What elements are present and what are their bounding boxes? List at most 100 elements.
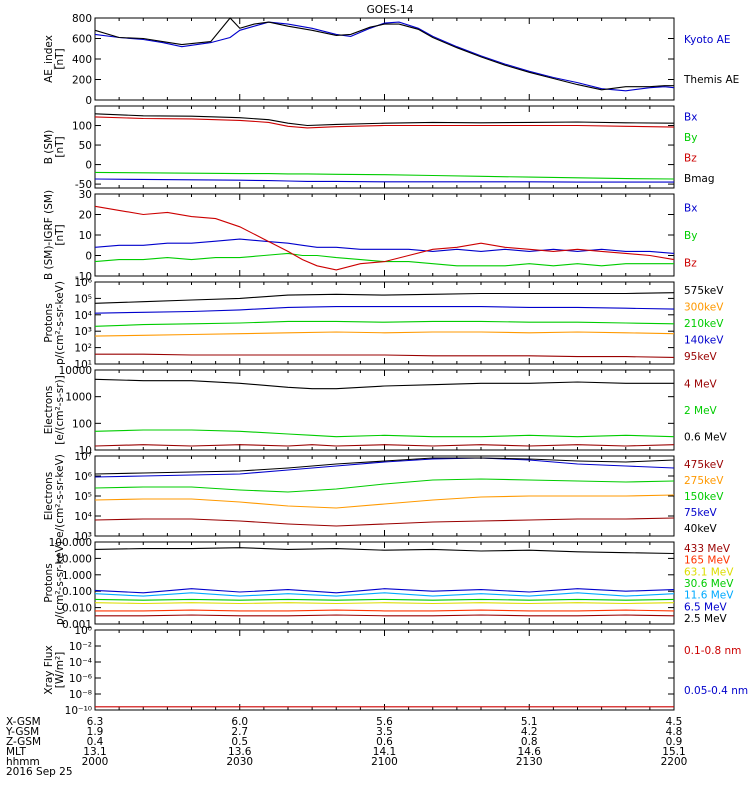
y-axis-label: Electrons bbox=[43, 386, 55, 435]
y-tick-label: 10⁻¹⁰ bbox=[65, 705, 92, 717]
y-axis-label: Protons bbox=[43, 563, 55, 602]
footer-value: 4.2 bbox=[521, 726, 538, 738]
y-tick-label: 50 bbox=[79, 140, 92, 152]
series-line bbox=[94, 478, 675, 493]
series-line bbox=[94, 292, 675, 304]
panel-frame bbox=[94, 541, 675, 625]
footer-value: 1.9 bbox=[87, 726, 104, 738]
footer-value: 4.8 bbox=[666, 726, 683, 738]
y-tick-label: 10⁶ bbox=[74, 471, 92, 483]
panel-7: 0.001 0.010 0.100 1.000 10.000 100.000 Protons… bbox=[43, 537, 734, 631]
y-tick-label: 10⁷ bbox=[74, 451, 92, 463]
legend-entry: 40keV bbox=[684, 523, 718, 535]
panel-3: -10 0 10 20 30 B (SM)-IGRF (SM) [nT] Bx By Bz bbox=[43, 189, 697, 283]
footer-value: 0.6 bbox=[376, 736, 393, 748]
series-line bbox=[94, 494, 675, 509]
y-tick-label: 10² bbox=[74, 343, 92, 355]
panel-frame bbox=[94, 17, 675, 101]
y-tick-label: 10⁻⁴ bbox=[69, 657, 92, 669]
footer-value: 4.5 bbox=[666, 716, 683, 728]
y-axis-label: Electrons bbox=[43, 472, 55, 521]
legend-entry: 2 MeV bbox=[684, 405, 718, 417]
series-line bbox=[94, 17, 674, 91]
panel-frame bbox=[94, 629, 675, 711]
y-axis-label: [nT] bbox=[54, 136, 66, 157]
footer-value: 0.8 bbox=[521, 736, 538, 748]
y-axis-label: [nT] bbox=[54, 48, 66, 69]
panel-1: 0 200 400 600 800 AE_index [nT] Kyoto AE Themis … bbox=[43, 13, 739, 107]
y-tick-label: 0.100 bbox=[62, 586, 92, 598]
series-line bbox=[94, 429, 675, 438]
footer-value: 6.3 bbox=[87, 716, 104, 728]
footer-value: 5.6 bbox=[376, 716, 393, 728]
ephemeris-footer: X-GSM 6.3 6.0 5.6 5.1 4.5 Y-GSM 1.9 2.7 3.5 4.2 4.8… bbox=[5, 716, 687, 778]
footer-value: 13.6 bbox=[228, 746, 252, 758]
footer-value: 2000 bbox=[82, 756, 109, 768]
series-line bbox=[94, 602, 675, 605]
legend-entry: 63.1 MeV bbox=[684, 566, 734, 578]
footer-value: 2130 bbox=[516, 756, 543, 768]
series-line bbox=[94, 444, 675, 447]
legend-entry: Themis AE bbox=[683, 74, 739, 86]
footer-value: 15.1 bbox=[662, 746, 685, 758]
series-line bbox=[94, 378, 674, 390]
series-line bbox=[94, 178, 674, 183]
y-tick-label: 600 bbox=[72, 34, 92, 46]
series-line bbox=[94, 457, 675, 478]
legend-entry: 433 MeV bbox=[684, 543, 731, 555]
panel-frame bbox=[94, 193, 675, 277]
y-axis-label: [nT] bbox=[54, 224, 66, 245]
panel-8: 10⁻¹⁰ 10⁻⁸ 10⁻⁶ 10⁻⁴ 10⁻² 10⁰ Xray Flux [W/m²] 0… bbox=[43, 625, 748, 717]
legend-entry: By bbox=[684, 230, 697, 242]
panel-frame bbox=[94, 281, 675, 365]
series-line bbox=[94, 113, 675, 127]
series-line bbox=[94, 331, 675, 337]
y-tick-label: 10⁻⁸ bbox=[69, 689, 92, 701]
y-tick-label: 10¹ bbox=[74, 359, 92, 371]
legend-entry: Bx bbox=[684, 111, 697, 123]
series-line bbox=[94, 547, 675, 555]
series-line bbox=[94, 320, 675, 327]
y-tick-label: 1.000 bbox=[62, 570, 92, 582]
series-line bbox=[94, 116, 675, 129]
footer-value: 0.9 bbox=[666, 736, 683, 748]
y-tick-label: 10⁶ bbox=[74, 277, 92, 289]
y-tick-label: 0.010 bbox=[62, 603, 92, 615]
footer-value: 14.6 bbox=[518, 746, 542, 758]
footer-value: 0.5 bbox=[231, 736, 248, 748]
y-axis-label: Xray Flux bbox=[43, 645, 55, 694]
y-tick-label: 0.001 bbox=[62, 619, 92, 631]
legend-entry: 2.5 MeV bbox=[684, 613, 728, 625]
y-tick-label: 0 bbox=[85, 251, 92, 263]
footer-value: 2100 bbox=[371, 756, 398, 768]
series-line bbox=[94, 306, 675, 314]
legend-entry: By bbox=[684, 132, 697, 144]
legend-entry: 150keV bbox=[684, 491, 724, 503]
y-tick-label: 100 bbox=[72, 121, 92, 133]
y-tick-label: 0 bbox=[85, 95, 92, 107]
panel-2: -50 0 50 100 B (SM) [nT] Bx By Bz Bmag bbox=[43, 105, 715, 191]
legend-entry: 4 MeV bbox=[684, 378, 718, 390]
footer-value: 0.4 bbox=[87, 736, 104, 748]
series-line bbox=[94, 598, 675, 601]
legend-entry: 75keV bbox=[684, 507, 718, 519]
footer-value: 6.0 bbox=[231, 716, 248, 728]
y-tick-label: 0 bbox=[85, 160, 92, 172]
legend-entry: 95keV bbox=[684, 351, 718, 363]
footer-value: 5.1 bbox=[521, 716, 538, 728]
series-line bbox=[95, 614, 675, 617]
footer-value: 13.1 bbox=[83, 746, 106, 758]
series-line bbox=[94, 592, 675, 597]
legend-entry: Bz bbox=[684, 257, 697, 269]
footer-value: 3.5 bbox=[376, 726, 393, 738]
legend-entry: 475keV bbox=[684, 459, 724, 471]
legend-entry: 140keV bbox=[684, 334, 724, 346]
y-tick-label: 20 bbox=[79, 210, 92, 222]
footer-row-label: X-GSM bbox=[6, 716, 41, 728]
y-axis-label: p/(cm²-s-sr-keV) bbox=[54, 541, 66, 625]
series-line bbox=[95, 353, 675, 358]
y-tick-label: 800 bbox=[72, 13, 92, 25]
y-tick-label: 10⁴ bbox=[74, 310, 92, 322]
series-line bbox=[95, 609, 675, 612]
